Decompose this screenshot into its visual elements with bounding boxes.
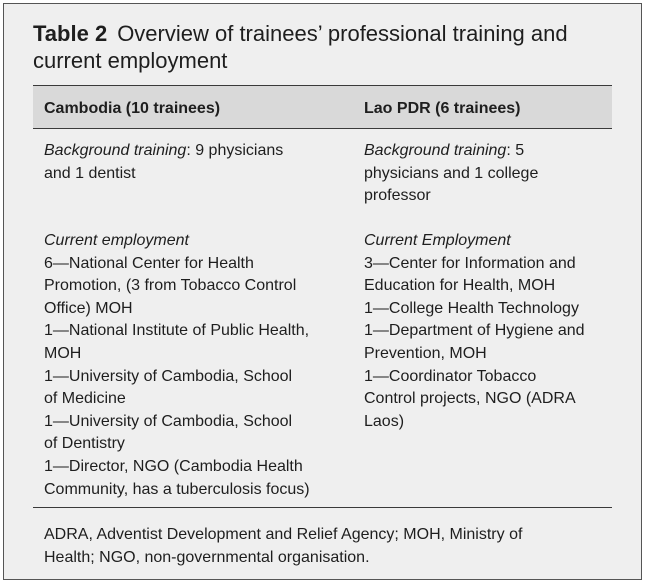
cambodia-employment-line: Community, has a tuberculosis focus)	[44, 480, 310, 498]
cambodia-employment-line: of Dentistry	[44, 435, 125, 453]
column-header-lao: Lao PDR (6 trainees)	[364, 100, 521, 117]
lao-background-line-3: professor	[364, 187, 431, 205]
cambodia-background-label: Background training	[44, 142, 187, 159]
cambodia-employment-line: Promotion, (3 from Tobacco Control	[44, 277, 297, 295]
cambodia-employment-line: Office) MOH	[44, 299, 133, 317]
footnote-rule	[33, 507, 612, 508]
cambodia-employment-line: 1—University of Cambodia, School	[44, 367, 293, 385]
lao-employment-line: 1—Coordinator Tobacco	[364, 367, 537, 385]
header-band	[33, 86, 612, 128]
lao-employment-line: 3—Center for Information and	[364, 254, 576, 272]
lao-employment-line: 1—College Health Technology	[364, 299, 579, 317]
footnote-line-1: ADRA, Adventist Development and Relief A…	[44, 526, 523, 543]
lao-employment-line: Prevention, MOH	[364, 344, 487, 362]
lao-background-line-2: physicians and 1 college	[364, 164, 539, 182]
lao-background-label: Background training	[364, 142, 507, 159]
cambodia-background-line-2: and 1 dentist	[44, 164, 136, 182]
lao-current-employment: Current Employment 3—Center for Informat…	[364, 230, 614, 433]
header-top-rule	[33, 85, 612, 86]
header-bottom-rule	[33, 128, 612, 129]
cambodia-employment-label: Current employment	[44, 232, 189, 249]
table-caption-line-1: Overview of trainees’ professional train…	[117, 21, 568, 46]
cambodia-employment-line: 1—Director, NGO (Cambodia Health	[44, 457, 303, 475]
lao-background-training: Background training: 5 physicians and 1 …	[364, 140, 614, 208]
table-title: Table 2 Overview of trainees’ professiona…	[33, 20, 623, 74]
cambodia-background-training: Background training: 9 physicians and 1 …	[44, 140, 344, 185]
cambodia-employment-line: 1—University of Cambodia, School	[44, 412, 293, 430]
lao-employment-line: Control projects, NGO (ADRA	[364, 390, 576, 408]
lao-employment-line: Laos)	[364, 412, 405, 430]
cambodia-employment-line: 1—National Institute of Public Health,	[44, 322, 310, 340]
lao-employment-label: Current Employment	[364, 232, 511, 249]
cambodia-employment-line: MOH	[44, 344, 82, 362]
footnote-line-2: Health; NGO, non-governmental organisati…	[44, 548, 370, 566]
cambodia-employment-line: 6—National Center for Health	[44, 254, 254, 272]
column-header-cambodia: Cambodia (10 trainees)	[44, 100, 221, 117]
cambodia-background-line-1: : 9 physicians	[186, 142, 284, 159]
table-caption-line-2: current employment	[33, 48, 228, 73]
lao-employment-line: 1—Department of Hygiene and	[364, 322, 585, 340]
lao-employment-line: Education for Health, MOH	[364, 277, 556, 295]
table-label: Table 2	[33, 21, 108, 46]
table-footnote: ADRA, Adventist Development and Relief A…	[44, 524, 614, 569]
lao-background-line-1: : 5	[506, 142, 525, 159]
cambodia-employment-line: of Medicine	[44, 390, 126, 408]
cambodia-current-employment: Current employment 6—National Center for…	[44, 230, 349, 501]
